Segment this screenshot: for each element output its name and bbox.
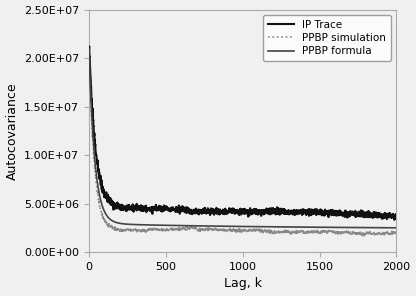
IP Trace: [94, 154, 99, 157]
PPBP simulation: [114, 226, 119, 229]
PPBP simulation: [394, 230, 399, 234]
Legend: IP Trace, PPBP simulation, PPBP formula: IP Trace, PPBP simulation, PPBP formula: [262, 15, 391, 62]
IP Trace: [201, 209, 206, 213]
PPBP simulation: [103, 222, 108, 226]
IP Trace: [87, 46, 92, 50]
PPBP formula: [87, 46, 92, 50]
PPBP simulation: [271, 231, 276, 234]
IP Trace: [87, 45, 92, 48]
Line: IP Trace: IP Trace: [89, 46, 396, 220]
PPBP simulation: [94, 179, 99, 183]
PPBP formula: [201, 224, 206, 228]
PPBP simulation: [87, 46, 92, 50]
PPBP formula: [103, 212, 108, 215]
IP Trace: [394, 217, 399, 220]
PPBP formula: [114, 221, 119, 224]
Line: PPBP formula: PPBP formula: [89, 48, 396, 228]
IP Trace: [339, 211, 344, 215]
IP Trace: [392, 218, 397, 221]
PPBP simulation: [361, 234, 366, 238]
IP Trace: [114, 205, 119, 208]
IP Trace: [271, 210, 276, 214]
PPBP formula: [94, 170, 99, 173]
IP Trace: [103, 196, 108, 200]
PPBP simulation: [201, 228, 206, 232]
Line: PPBP simulation: PPBP simulation: [89, 48, 396, 236]
Y-axis label: Autocovariance: Autocovariance: [5, 82, 19, 180]
PPBP formula: [271, 225, 276, 229]
PPBP formula: [339, 226, 344, 229]
PPBP formula: [394, 226, 399, 230]
PPBP simulation: [339, 229, 344, 232]
X-axis label: Lag, k: Lag, k: [224, 277, 262, 290]
